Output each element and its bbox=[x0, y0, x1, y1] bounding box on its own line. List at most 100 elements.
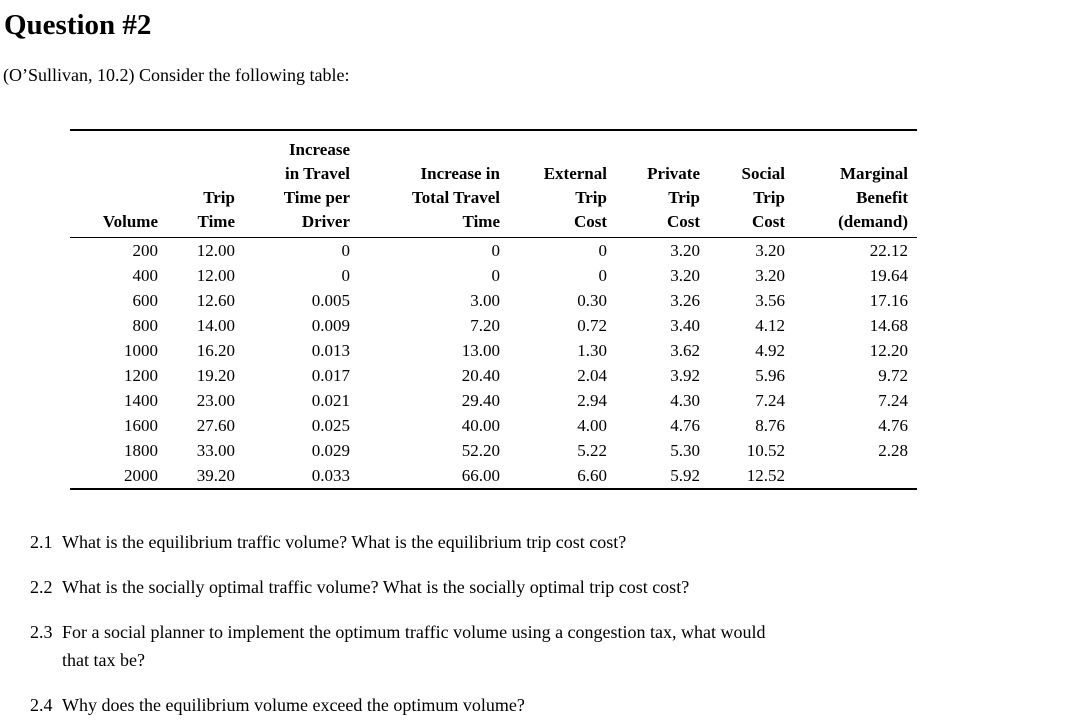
table-cell: 1200 bbox=[124, 366, 158, 385]
table-cell: 3.20 bbox=[755, 266, 785, 285]
table-cell: 23.00 bbox=[196, 391, 235, 410]
table-cell: 1800 bbox=[124, 441, 158, 460]
table-cell: 2.94 bbox=[577, 391, 607, 410]
table-cell: 19.64 bbox=[869, 266, 908, 285]
table-row: 1200 19.20 0.017 20.40 2.04 3.92 5.96 9.72 bbox=[70, 363, 917, 388]
table-cell: 0.009 bbox=[311, 316, 350, 335]
table-cell: 12.60 bbox=[196, 291, 235, 310]
table-row: 1800 33.00 0.029 52.20 5.22 5.30 10.52 2.28 bbox=[70, 438, 917, 463]
table-cell: 5.92 bbox=[670, 466, 700, 485]
table-cell: 4.92 bbox=[755, 341, 785, 360]
table-cell: 0.029 bbox=[311, 441, 350, 460]
table-cell: 4.00 bbox=[577, 416, 607, 435]
table-cell: 22.12 bbox=[869, 241, 908, 260]
table-cell: 2.04 bbox=[577, 366, 607, 385]
column-header-trip-time: Trip Time bbox=[158, 130, 235, 238]
table-cell: 3.26 bbox=[670, 291, 700, 310]
table-cell: 400 bbox=[132, 266, 159, 285]
table-row: 1600 27.60 0.025 40.00 4.00 4.76 8.76 4.76 bbox=[70, 413, 917, 438]
table-cell: 27.60 bbox=[196, 416, 235, 435]
table-cell: 29.40 bbox=[461, 391, 500, 410]
table-cell: 1.30 bbox=[577, 341, 607, 360]
table-cell: 0.033 bbox=[311, 466, 350, 485]
table-cell: 7.24 bbox=[878, 391, 908, 410]
table-row: 400 12.00 0 0 0 3.20 3.20 19.64 bbox=[70, 263, 917, 288]
table-cell: 0.013 bbox=[311, 341, 350, 360]
table-cell: 600 bbox=[132, 291, 159, 310]
table-cell: 1600 bbox=[124, 416, 158, 435]
table-cell: 6.60 bbox=[577, 466, 607, 485]
table-cell: 9.72 bbox=[878, 366, 908, 385]
table-cell: 1000 bbox=[124, 341, 158, 360]
column-header-increase-total-travel-time: Increase in Total Travel Time bbox=[350, 130, 500, 238]
table-cell: 3.20 bbox=[670, 241, 700, 260]
table-cell: 16.20 bbox=[196, 341, 235, 360]
question-text: What is the equilibrium traffic volume? … bbox=[62, 532, 627, 552]
page-title: Question #2 bbox=[4, 9, 152, 41]
table-cell: 0 bbox=[598, 241, 608, 260]
table-cell: 40.00 bbox=[461, 416, 500, 435]
table-cell: 3.20 bbox=[755, 241, 785, 260]
table-cell: 1400 bbox=[124, 391, 158, 410]
table-cell: 3.00 bbox=[470, 291, 500, 310]
table-cell: 3.62 bbox=[670, 341, 700, 360]
table-cell: 800 bbox=[132, 316, 159, 335]
table-cell: 0.72 bbox=[577, 316, 607, 335]
table-cell: 4.12 bbox=[755, 316, 785, 335]
question-2-4: 2.4 Why does the equilibrium volume exce… bbox=[30, 691, 1048, 719]
table-cell: 0 bbox=[491, 241, 501, 260]
intro-text: (O’Sullivan, 10.2) Consider the followin… bbox=[3, 65, 350, 85]
table-cell: 33.00 bbox=[196, 441, 235, 460]
table-cell: 20.40 bbox=[461, 366, 500, 385]
column-header-private-trip-cost: Private Trip Cost bbox=[607, 130, 700, 238]
table-row: 600 12.60 0.005 3.00 0.30 3.26 3.56 17.16 bbox=[70, 288, 917, 313]
table-row: 1400 23.00 0.021 29.40 2.94 4.30 7.24 7.24 bbox=[70, 388, 917, 413]
table-cell: 200 bbox=[132, 241, 159, 260]
column-header-external-trip-cost: External Trip Cost bbox=[500, 130, 607, 238]
table-cell: 52.20 bbox=[461, 441, 500, 460]
table-cell: 7.24 bbox=[755, 391, 785, 410]
table-cell: 0.30 bbox=[577, 291, 607, 310]
table-row: 1000 16.20 0.013 13.00 1.30 3.62 4.92 12.20 bbox=[70, 338, 917, 363]
table-cell: 66.00 bbox=[461, 466, 500, 485]
question-2-3: 2.3 For a social planner to implement th… bbox=[30, 618, 1048, 674]
trip-cost-table-container: Volume Trip Time Increase in Travel Time… bbox=[70, 129, 1068, 490]
table-cell: 0.005 bbox=[311, 291, 350, 310]
trip-cost-table: Volume Trip Time Increase in Travel Time… bbox=[70, 129, 917, 490]
table-cell: 0.017 bbox=[311, 366, 350, 385]
question-text: What is the socially optimal traffic vol… bbox=[62, 577, 690, 597]
table-cell: 14.00 bbox=[196, 316, 235, 335]
column-header-marginal-benefit: Marginal Benefit (demand) bbox=[785, 130, 917, 238]
table-cell: 0 bbox=[598, 266, 608, 285]
table-cell: 12.00 bbox=[196, 241, 235, 260]
document-page: Question #2 (O’Sullivan, 10.2) Consider … bbox=[0, 8, 1068, 722]
table-cell: 4.30 bbox=[670, 391, 700, 410]
table-cell: 4.76 bbox=[670, 416, 700, 435]
table-cell: 12.00 bbox=[196, 266, 235, 285]
table-cell: 0 bbox=[491, 266, 501, 285]
column-header-increase-travel-time-per-driver: Increase in Travel Time per Driver bbox=[235, 130, 350, 238]
table-cell: 3.40 bbox=[670, 316, 700, 335]
table-cell: 12.20 bbox=[869, 341, 908, 360]
questions-list: 2.1 What is the equilibrium traffic volu… bbox=[30, 528, 1048, 719]
table-cell: 5.22 bbox=[577, 441, 607, 460]
table-cell: 5.96 bbox=[755, 366, 785, 385]
table-cell: 0 bbox=[341, 266, 351, 285]
question-2-1: 2.1 What is the equilibrium traffic volu… bbox=[30, 528, 1048, 556]
question-number: 2.2 bbox=[30, 577, 53, 597]
table-cell: 0.021 bbox=[311, 391, 350, 410]
column-header-social-trip-cost: Social Trip Cost bbox=[700, 130, 785, 238]
table-row: 2000 39.20 0.033 66.00 6.60 5.92 12.52 bbox=[70, 463, 917, 489]
question-number: 2.1 bbox=[30, 532, 53, 552]
table-cell: 4.76 bbox=[878, 416, 908, 435]
table-cell: 39.20 bbox=[196, 466, 235, 485]
table-cell: 7.20 bbox=[470, 316, 500, 335]
question-text: For a social planner to implement the op… bbox=[62, 622, 766, 670]
table-row: 200 12.00 0 0 0 3.20 3.20 22.12 bbox=[70, 238, 917, 264]
table-cell: 14.68 bbox=[869, 316, 908, 335]
column-header-volume: Volume bbox=[70, 130, 158, 238]
table-cell: 19.20 bbox=[196, 366, 235, 385]
table-cell: 17.16 bbox=[869, 291, 908, 310]
trip-table-body: 200 12.00 0 0 0 3.20 3.20 22.12 400 12.00 0 0 0 3.20 3… bbox=[70, 238, 917, 490]
question-number: 2.3 bbox=[30, 622, 53, 642]
